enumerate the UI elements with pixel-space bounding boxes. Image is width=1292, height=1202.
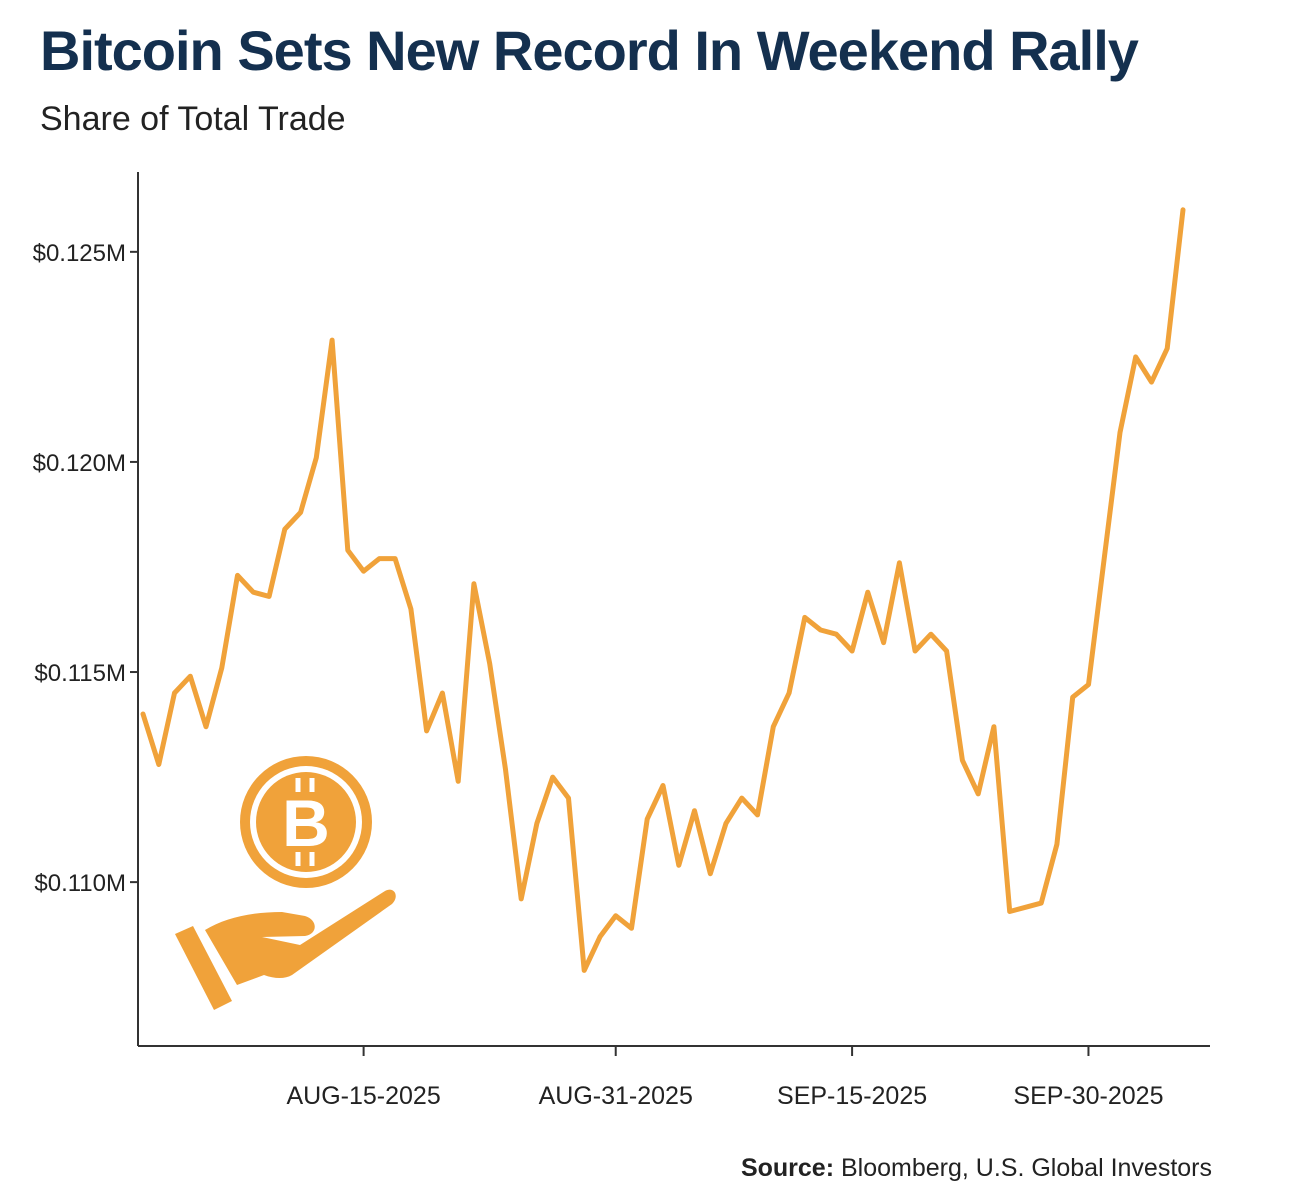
data-point [582, 968, 587, 973]
data-point [991, 724, 996, 729]
data-point [267, 594, 272, 599]
source-note: Source: Bloomberg, U.S. Global Investors [741, 1154, 1212, 1183]
data-point [928, 632, 933, 637]
data-point [881, 640, 886, 645]
hand-cuff [175, 926, 232, 1010]
data-point [1165, 346, 1170, 351]
data-point [456, 779, 461, 784]
data-point [708, 871, 713, 876]
data-point [314, 455, 319, 460]
data-point [566, 796, 571, 801]
data-point [944, 649, 949, 654]
data-point [676, 863, 681, 868]
data-point [330, 338, 335, 343]
data-point [645, 817, 650, 822]
data-point [976, 791, 981, 796]
data-point [235, 573, 240, 578]
data-point [834, 632, 839, 637]
y-tick-label: $0.115M [34, 660, 126, 687]
data-point [818, 628, 823, 633]
data-point [156, 762, 161, 767]
hand-palm [205, 889, 396, 985]
data-point [1007, 909, 1012, 914]
data-point [204, 724, 209, 729]
y-tick-label: $0.110M [34, 870, 126, 897]
y-tick-label: $0.120M [33, 450, 126, 477]
data-point [188, 674, 193, 679]
data-point [361, 569, 366, 574]
data-point [282, 527, 287, 532]
data-point [897, 560, 902, 565]
bitcoin-coin-inner [256, 772, 356, 872]
data-point [377, 556, 382, 561]
x-tick-label: SEP-15-2025 [777, 1082, 927, 1110]
data-point [219, 665, 224, 670]
data-point [519, 896, 524, 901]
data-point [1023, 905, 1028, 910]
source-label: Source: [740, 1154, 835, 1182]
data-point [598, 934, 603, 939]
data-point [172, 691, 177, 696]
data-point [550, 775, 555, 780]
data-point [393, 556, 398, 561]
data-point [298, 510, 303, 515]
data-point [1118, 430, 1123, 435]
data-point [424, 728, 429, 733]
x-tick-label: AUG-15-2025 [286, 1082, 440, 1110]
y-axis-ticks: $0.125M $0.120M $0.115M $0.110M [33, 240, 138, 897]
data-point [661, 783, 666, 788]
x-axis-ticks: AUG-15-2025 AUG-31-2025 SEP-15-2025 SEP-30-… [286, 1046, 1164, 1110]
data-point [1086, 682, 1091, 687]
bitcoin-in-hand-icon: B [175, 756, 396, 1010]
bitcoin-symbol: B [282, 786, 330, 860]
chart-title: Bitcoin Sets New Record In Weekend Rally [40, 19, 1139, 82]
data-point [850, 649, 855, 654]
data-point [613, 913, 618, 918]
y-tick-label: $0.125M [33, 240, 126, 267]
data-point [471, 581, 476, 586]
data-point [1149, 380, 1154, 385]
data-point [913, 649, 918, 654]
data-point [755, 812, 760, 817]
data-point [960, 758, 965, 763]
data-point [1070, 695, 1075, 700]
x-tick-label: SEP-30-2025 [1013, 1082, 1163, 1110]
data-point [487, 661, 492, 666]
data-point [1181, 207, 1186, 212]
data-point [440, 691, 445, 696]
data-point [345, 548, 350, 553]
data-point [141, 712, 146, 717]
data-point [503, 766, 508, 771]
data-point [802, 615, 807, 620]
data-point [787, 691, 792, 696]
data-point [408, 607, 413, 612]
source-text: Bloomberg, U.S. Global Investors [841, 1154, 1212, 1182]
data-point [534, 821, 539, 826]
chart-subtitle: Share of Total Trade [40, 100, 346, 138]
data-point [1133, 354, 1138, 359]
data-point [1102, 556, 1107, 561]
data-point [1054, 842, 1059, 847]
data-point [251, 590, 256, 595]
chart-axes [137, 172, 1210, 1047]
data-point [865, 590, 870, 595]
data-point [724, 821, 729, 826]
data-point [771, 724, 776, 729]
x-tick-label: AUG-31-2025 [539, 1082, 693, 1110]
data-point [629, 926, 634, 931]
data-point [692, 808, 697, 813]
data-point [739, 796, 744, 801]
series-line-price [140, 207, 1186, 973]
data-point [1039, 901, 1044, 906]
